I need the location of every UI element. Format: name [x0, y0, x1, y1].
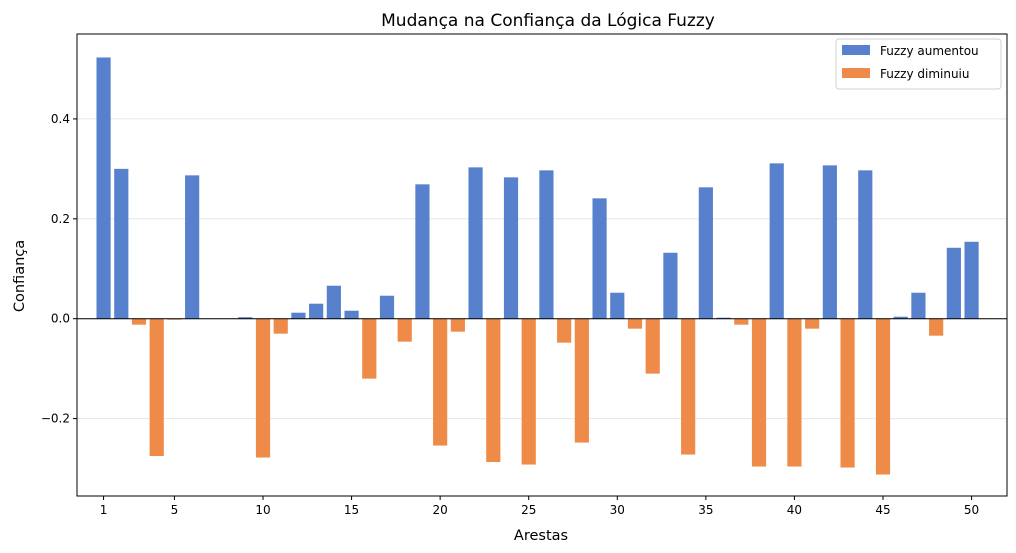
x-tick-label: 15: [344, 503, 359, 517]
bar-increased: [96, 57, 111, 319]
x-tick-label: 35: [698, 503, 713, 517]
bar-increased: [114, 168, 129, 319]
x-tick-label: 1: [100, 503, 108, 517]
bar-decreased: [131, 318, 147, 325]
x-tick-label: 30: [610, 503, 625, 517]
x-tick-label: 40: [787, 503, 802, 517]
plot-frame: [76, 33, 1008, 497]
bar-increased: [663, 252, 678, 319]
legend-swatch-decreased: [842, 68, 870, 78]
bar-decreased: [929, 318, 944, 336]
bar-decreased: [681, 318, 696, 455]
legend-frame: [835, 38, 1002, 90]
bar-increased: [344, 310, 359, 319]
bar-decreased: [255, 318, 271, 458]
legend: Fuzzy aumentou Fuzzy diminuiu: [835, 38, 1002, 90]
x-axis: 1 5 10 15 20 25 30 35 40 45 50: [100, 496, 979, 517]
bar-decreased: [627, 318, 643, 329]
bar-increased: [822, 165, 837, 319]
chart-title: Mudança na Confiança da Lógica Fuzzy: [381, 11, 715, 31]
bars: [96, 57, 979, 475]
bar-increased: [238, 317, 253, 319]
bar-increased: [964, 241, 979, 319]
y-tick-label: 0.4: [51, 112, 70, 126]
bar-decreased: [734, 318, 749, 325]
legend-label-decreased: Fuzzy diminuiu: [880, 67, 970, 81]
x-tick-label: 10: [255, 503, 270, 517]
legend-swatch-increased: [842, 45, 870, 55]
bar-increased: [503, 177, 519, 319]
y-tick-label: −0.2: [41, 412, 70, 426]
x-tick-label: 5: [171, 503, 179, 517]
bar-decreased: [751, 318, 767, 467]
bar-increased: [291, 312, 306, 319]
x-tick-label: 25: [521, 503, 536, 517]
bar-decreased: [875, 318, 891, 475]
bar-decreased: [574, 318, 589, 443]
bar-increased: [911, 292, 926, 319]
bar-decreased: [397, 318, 412, 342]
bar-decreased: [787, 318, 802, 467]
bar-increased: [610, 292, 625, 319]
bar-decreased: [149, 318, 164, 457]
bar-increased: [592, 198, 607, 319]
bar-increased: [309, 303, 324, 319]
bar-increased: [698, 187, 713, 319]
bar-increased: [858, 170, 873, 319]
bar-decreased: [557, 318, 572, 343]
bar-increased: [769, 163, 784, 319]
bar-decreased: [450, 318, 465, 332]
x-axis-title: Arestas: [514, 528, 568, 544]
bar-decreased: [521, 318, 536, 465]
legend-label-increased: Fuzzy aumentou: [880, 44, 979, 58]
bar-increased: [326, 285, 341, 319]
bar-increased: [893, 316, 908, 319]
x-tick-label: 50: [964, 503, 979, 517]
bar-decreased: [433, 318, 448, 446]
bar-decreased: [840, 318, 855, 468]
y-axis-title: Confiança: [12, 240, 28, 312]
bar-increased: [539, 170, 554, 319]
bar-increased: [946, 247, 961, 319]
bar-decreased: [645, 318, 660, 374]
bar-decreased: [362, 318, 377, 379]
bar-increased: [468, 167, 483, 319]
bar-decreased: [486, 318, 501, 463]
y-tick-label: 0.2: [51, 212, 70, 226]
bar-increased: [415, 184, 430, 319]
y-tick-label: 0.0: [51, 312, 70, 326]
bar-increased: [379, 295, 395, 319]
bar-decreased: [273, 318, 288, 334]
x-tick-label: 45: [875, 503, 890, 517]
bar-increased: [185, 175, 200, 319]
bar-decreased: [805, 318, 820, 329]
y-axis: −0.2 0.0 0.2 0.4: [41, 112, 77, 426]
x-tick-label: 20: [433, 503, 448, 517]
